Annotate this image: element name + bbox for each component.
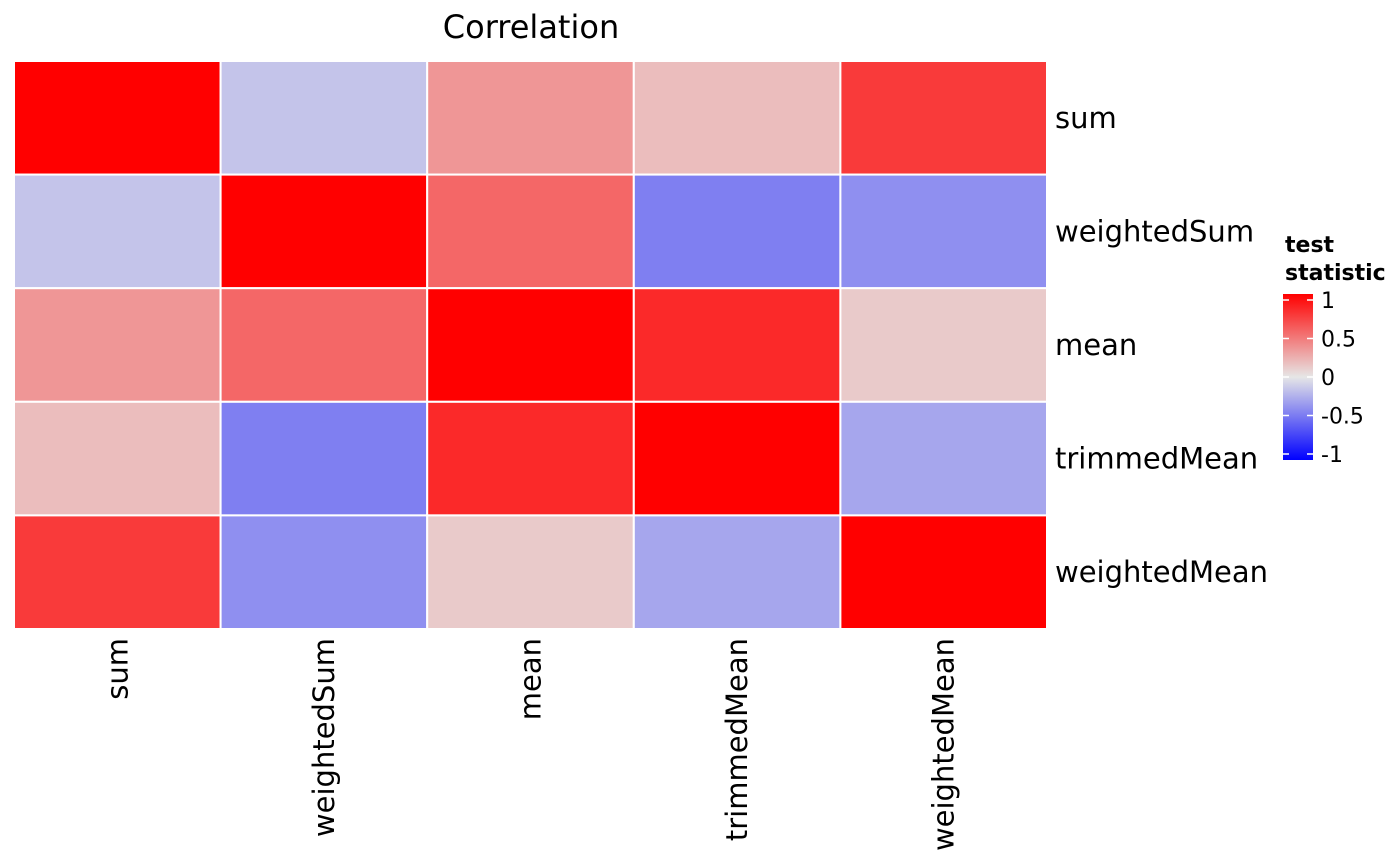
column-label-sum: sum [100, 638, 134, 700]
column-label-trimmedMean: trimmedMean [720, 638, 754, 841]
colorbar-ticks: 1 0.5 0 -0.5 -1 [1283, 289, 1364, 468]
heatmap-cell-weightedSum-weightedMean [839, 173, 1049, 290]
colorbar-legend: test statistic 1 0.5 0 -0.5 -1 [1283, 233, 1386, 468]
row-label-weightedSum: weightedSum [1055, 214, 1254, 248]
heatmap-cell-sum-weightedMean [839, 60, 1049, 176]
row-label-trimmedMean: trimmedMean [1055, 442, 1258, 476]
heatmap-cell-weightedMean-weightedSum [219, 514, 429, 631]
row-label-mean: mean [1055, 328, 1137, 362]
heatmap-cell-weightedSum-sum [13, 173, 222, 290]
heatmap-cell-weightedMean-sum [13, 514, 222, 631]
heatmap-cell-trimmedMean-sum [13, 400, 222, 517]
row-label-sum: sum [1055, 101, 1117, 135]
heatmap-cell-mean-sum [13, 287, 222, 403]
heatmap-cell-sum-weightedSum [219, 60, 429, 176]
heatmap-cell-weightedSum-trimmedMean [632, 173, 842, 290]
column-label-weightedMean: weightedMean [927, 638, 961, 851]
heatmap-cell-weightedMean-trimmedMean [632, 514, 842, 631]
column-labels: sum weightedSum mean trimmedMean weightedMea… [100, 638, 960, 851]
colorbar-tick-label: 1 [1321, 289, 1335, 314]
heatmap-cells [13, 60, 1049, 631]
heatmap-cell-trimmedMean-weightedSum [219, 400, 429, 517]
colorbar-tick-label: 0.5 [1321, 328, 1356, 353]
heatmap-cell-sum-mean [426, 60, 635, 176]
heatmap-cell-trimmedMean-mean [426, 400, 635, 517]
colorbar-tick-label: -0.5 [1321, 405, 1364, 430]
heatmap-cell-weightedSum-mean [426, 173, 635, 290]
heatmap-cell-mean-mean [426, 287, 635, 403]
heatmap-cell-weightedMean-mean [426, 514, 635, 631]
legend-title-line-2: statistic [1285, 261, 1386, 286]
colorbar-tick-label: 0 [1321, 366, 1335, 391]
heatmap-cell-weightedMean-weightedMean [839, 514, 1049, 631]
heatmap-cell-trimmedMean-weightedMean [839, 400, 1049, 517]
heatmap-cell-trimmedMean-trimmedMean [632, 400, 842, 517]
legend-title-line-1: test [1285, 233, 1335, 258]
row-labels: sum weightedSum mean trimmedMean weightedMea… [1055, 101, 1268, 589]
heatmap-cell-weightedSum-weightedSum [219, 173, 429, 290]
row-label-weightedMean: weightedMean [1055, 555, 1268, 589]
chart-title: Correlation [443, 8, 619, 46]
heatmap-cell-mean-weightedSum [219, 287, 429, 403]
heatmap-cell-sum-sum [13, 60, 222, 176]
column-label-mean: mean [514, 638, 548, 720]
heatmap-cell-mean-weightedMean [839, 287, 1049, 403]
column-label-weightedSum: weightedSum [307, 638, 341, 837]
colorbar-tick-label: -1 [1321, 443, 1343, 468]
heatmap-cell-sum-trimmedMean [632, 60, 842, 176]
heatmap-cell-mean-trimmedMean [632, 287, 842, 403]
